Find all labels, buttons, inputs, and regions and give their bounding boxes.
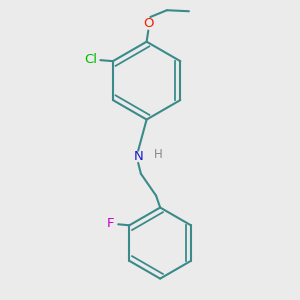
Text: O: O	[143, 16, 154, 30]
Text: Cl: Cl	[84, 53, 98, 66]
Text: F: F	[107, 217, 115, 230]
Text: N: N	[133, 150, 143, 163]
Text: H: H	[154, 148, 163, 160]
